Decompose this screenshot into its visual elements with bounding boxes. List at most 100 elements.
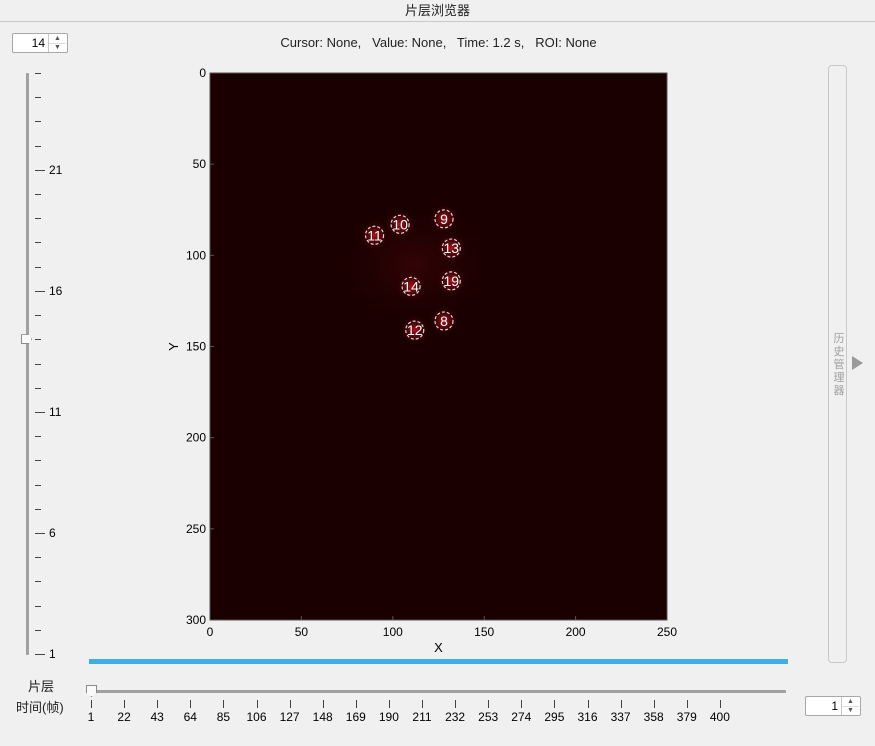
time-slider-track[interactable]	[91, 690, 786, 693]
slice-tick	[35, 654, 45, 655]
time-tick-label: 400	[709, 710, 730, 724]
roi-marker[interactable]: 12	[399, 315, 430, 346]
time-tick-label: 64	[183, 710, 197, 724]
time-tick	[157, 700, 159, 708]
time-tick-label: 295	[544, 710, 565, 724]
slice-tick	[35, 73, 41, 74]
progress-bar	[89, 659, 788, 664]
time-tick-label: 190	[378, 710, 399, 724]
image-signal-region	[319, 194, 510, 335]
x-tick-label: 250	[657, 625, 677, 639]
roi-marker[interactable]: 11	[359, 220, 390, 251]
time-tick	[587, 700, 589, 708]
chevron-up-icon[interactable]: ▲	[842, 697, 859, 707]
slice-slider-track[interactable]	[26, 73, 29, 655]
slice-tick	[35, 605, 41, 607]
slice-tick	[35, 484, 41, 486]
roi-marker[interactable]: 9	[428, 203, 459, 234]
slice-tick-label: 6	[49, 525, 56, 540]
slice-tick	[35, 557, 41, 559]
roi-marker[interactable]: 19	[436, 265, 467, 296]
time-tick	[521, 700, 523, 708]
chevron-down-icon[interactable]: ▼	[54, 44, 61, 51]
roi-outline	[441, 238, 461, 258]
time-tick	[190, 700, 192, 708]
time-tick	[422, 700, 423, 708]
info-bar: Cursor: None, Value: None, Time: 1.2 s, …	[280, 35, 597, 50]
y-tick-label: 200	[186, 431, 206, 445]
roi-marker[interactable]: 8	[428, 305, 459, 336]
slice-tick	[35, 508, 41, 510]
roi-outline	[390, 214, 410, 234]
x-tick-label: 150	[474, 625, 494, 639]
time-tick-label: 85	[216, 710, 231, 724]
history-panel[interactable]	[828, 65, 847, 663]
slice-tick	[35, 315, 41, 317]
roi-outline	[405, 320, 425, 340]
roi-label: 11	[367, 227, 382, 243]
time-tick	[355, 700, 357, 708]
roi-glow	[399, 315, 430, 346]
x-axis: 0 50 100 150 200 250	[207, 616, 677, 639]
frame-spinner[interactable]: 1 ▲ ▼	[805, 696, 861, 716]
x-tick-label: 100	[383, 625, 403, 639]
roi-marker[interactable]: 13	[436, 233, 467, 264]
slice-tick	[35, 97, 41, 99]
time-slider-thumb[interactable]	[86, 685, 97, 697]
time-tick	[91, 700, 92, 708]
window-title: 片层浏览器	[0, 0, 875, 22]
time-tick-label: 358	[643, 710, 664, 724]
frame-spinner-value[interactable]: 1	[831, 699, 838, 713]
slice-tick	[35, 460, 41, 462]
time-tick	[455, 700, 457, 708]
slice-spinner-value[interactable]: 14	[31, 36, 45, 50]
time-tick	[256, 700, 258, 708]
time-tick-label: 169	[345, 710, 366, 724]
x-tick-label: 0	[207, 625, 214, 639]
roi-marker[interactable]: 14	[396, 271, 427, 302]
y-tick-label: 300	[186, 613, 206, 627]
slice-tick	[35, 218, 41, 220]
slice-slider-thumb[interactable]	[21, 334, 32, 345]
chevron-down-icon[interactable]: ▼	[847, 707, 854, 714]
roi-outline	[434, 311, 454, 331]
time-tick	[488, 700, 490, 708]
slice-tick	[35, 121, 41, 123]
slice-spinner[interactable]: 14 ▲ ▼	[12, 33, 68, 53]
time-tick-label: 211	[412, 710, 432, 724]
slice-tick	[35, 266, 41, 268]
y-axis: 0 50 100 150 200 250 300	[186, 66, 214, 627]
time-tick-label: 232	[445, 710, 466, 724]
time-tick	[620, 700, 622, 708]
slice-tick	[35, 145, 41, 147]
chevron-up-icon[interactable]: ▲	[49, 34, 66, 44]
y-axis-label: Y	[166, 342, 181, 351]
time-tick-label: 1	[87, 710, 95, 724]
slice-spinner-buttons: ▲ ▼	[48, 34, 67, 52]
time-tick	[653, 700, 655, 708]
roi-glow	[385, 209, 416, 240]
slice-tick-label: 11	[49, 404, 62, 419]
history-panel-label: 历史管理器	[833, 333, 845, 397]
time-tick	[554, 700, 556, 708]
slice-label: 片层	[28, 679, 55, 694]
roi-label: 14	[403, 278, 419, 294]
time-tick	[223, 700, 225, 708]
slice-tick	[35, 242, 41, 244]
slice-tick	[35, 532, 45, 534]
time-tick-label: 253	[478, 710, 499, 724]
slice-tick	[35, 387, 41, 389]
x-axis-label: X	[434, 640, 443, 655]
roi-label: 8	[440, 313, 448, 329]
roi-outline	[434, 209, 454, 229]
signal-cloud	[319, 194, 510, 335]
slice-tick	[35, 363, 41, 365]
roi-glow	[428, 305, 459, 336]
image-canvas[interactable]	[210, 73, 667, 620]
y-tick-label: 50	[193, 157, 207, 171]
roi-marker[interactable]: 10	[385, 209, 416, 240]
roi-label: 12	[407, 322, 423, 338]
expand-arrow-icon[interactable]	[852, 356, 863, 370]
roi-label: 9	[440, 211, 448, 227]
